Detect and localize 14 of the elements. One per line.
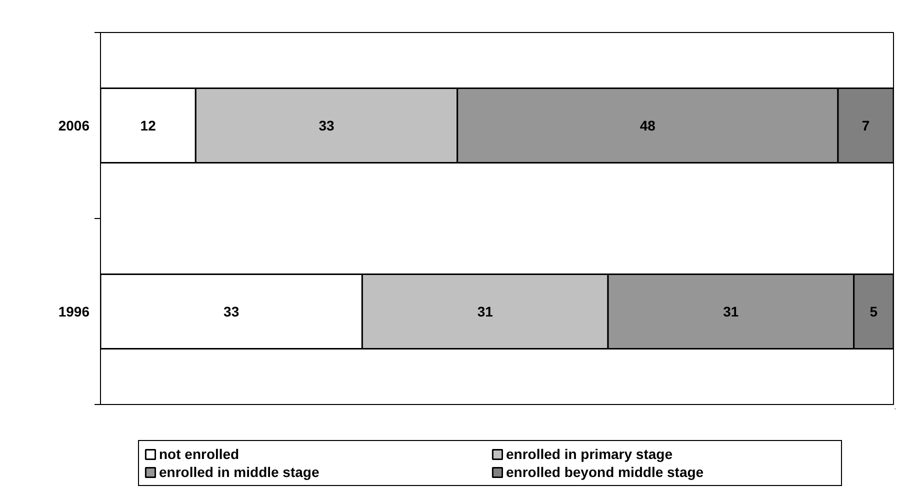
data-label: 48 [640, 118, 656, 134]
data-label: 33 [224, 304, 240, 320]
y-tick-label: 2006 [58, 118, 90, 134]
data-label: 31 [477, 304, 494, 320]
data-label: 12 [140, 118, 156, 134]
legend-label: enrolled in middle stage [159, 464, 320, 480]
legend-label: enrolled beyond middle stage [506, 464, 705, 480]
y-tick-label: 1996 [58, 304, 90, 320]
data-label: 5 [870, 304, 878, 320]
legend-label: not enrolled [159, 446, 240, 462]
data-label: 7 [862, 118, 870, 134]
data-label: 31 [723, 304, 739, 320]
legend-label: enrolled in primary stage [506, 446, 674, 462]
data-label: 33 [318, 118, 335, 134]
